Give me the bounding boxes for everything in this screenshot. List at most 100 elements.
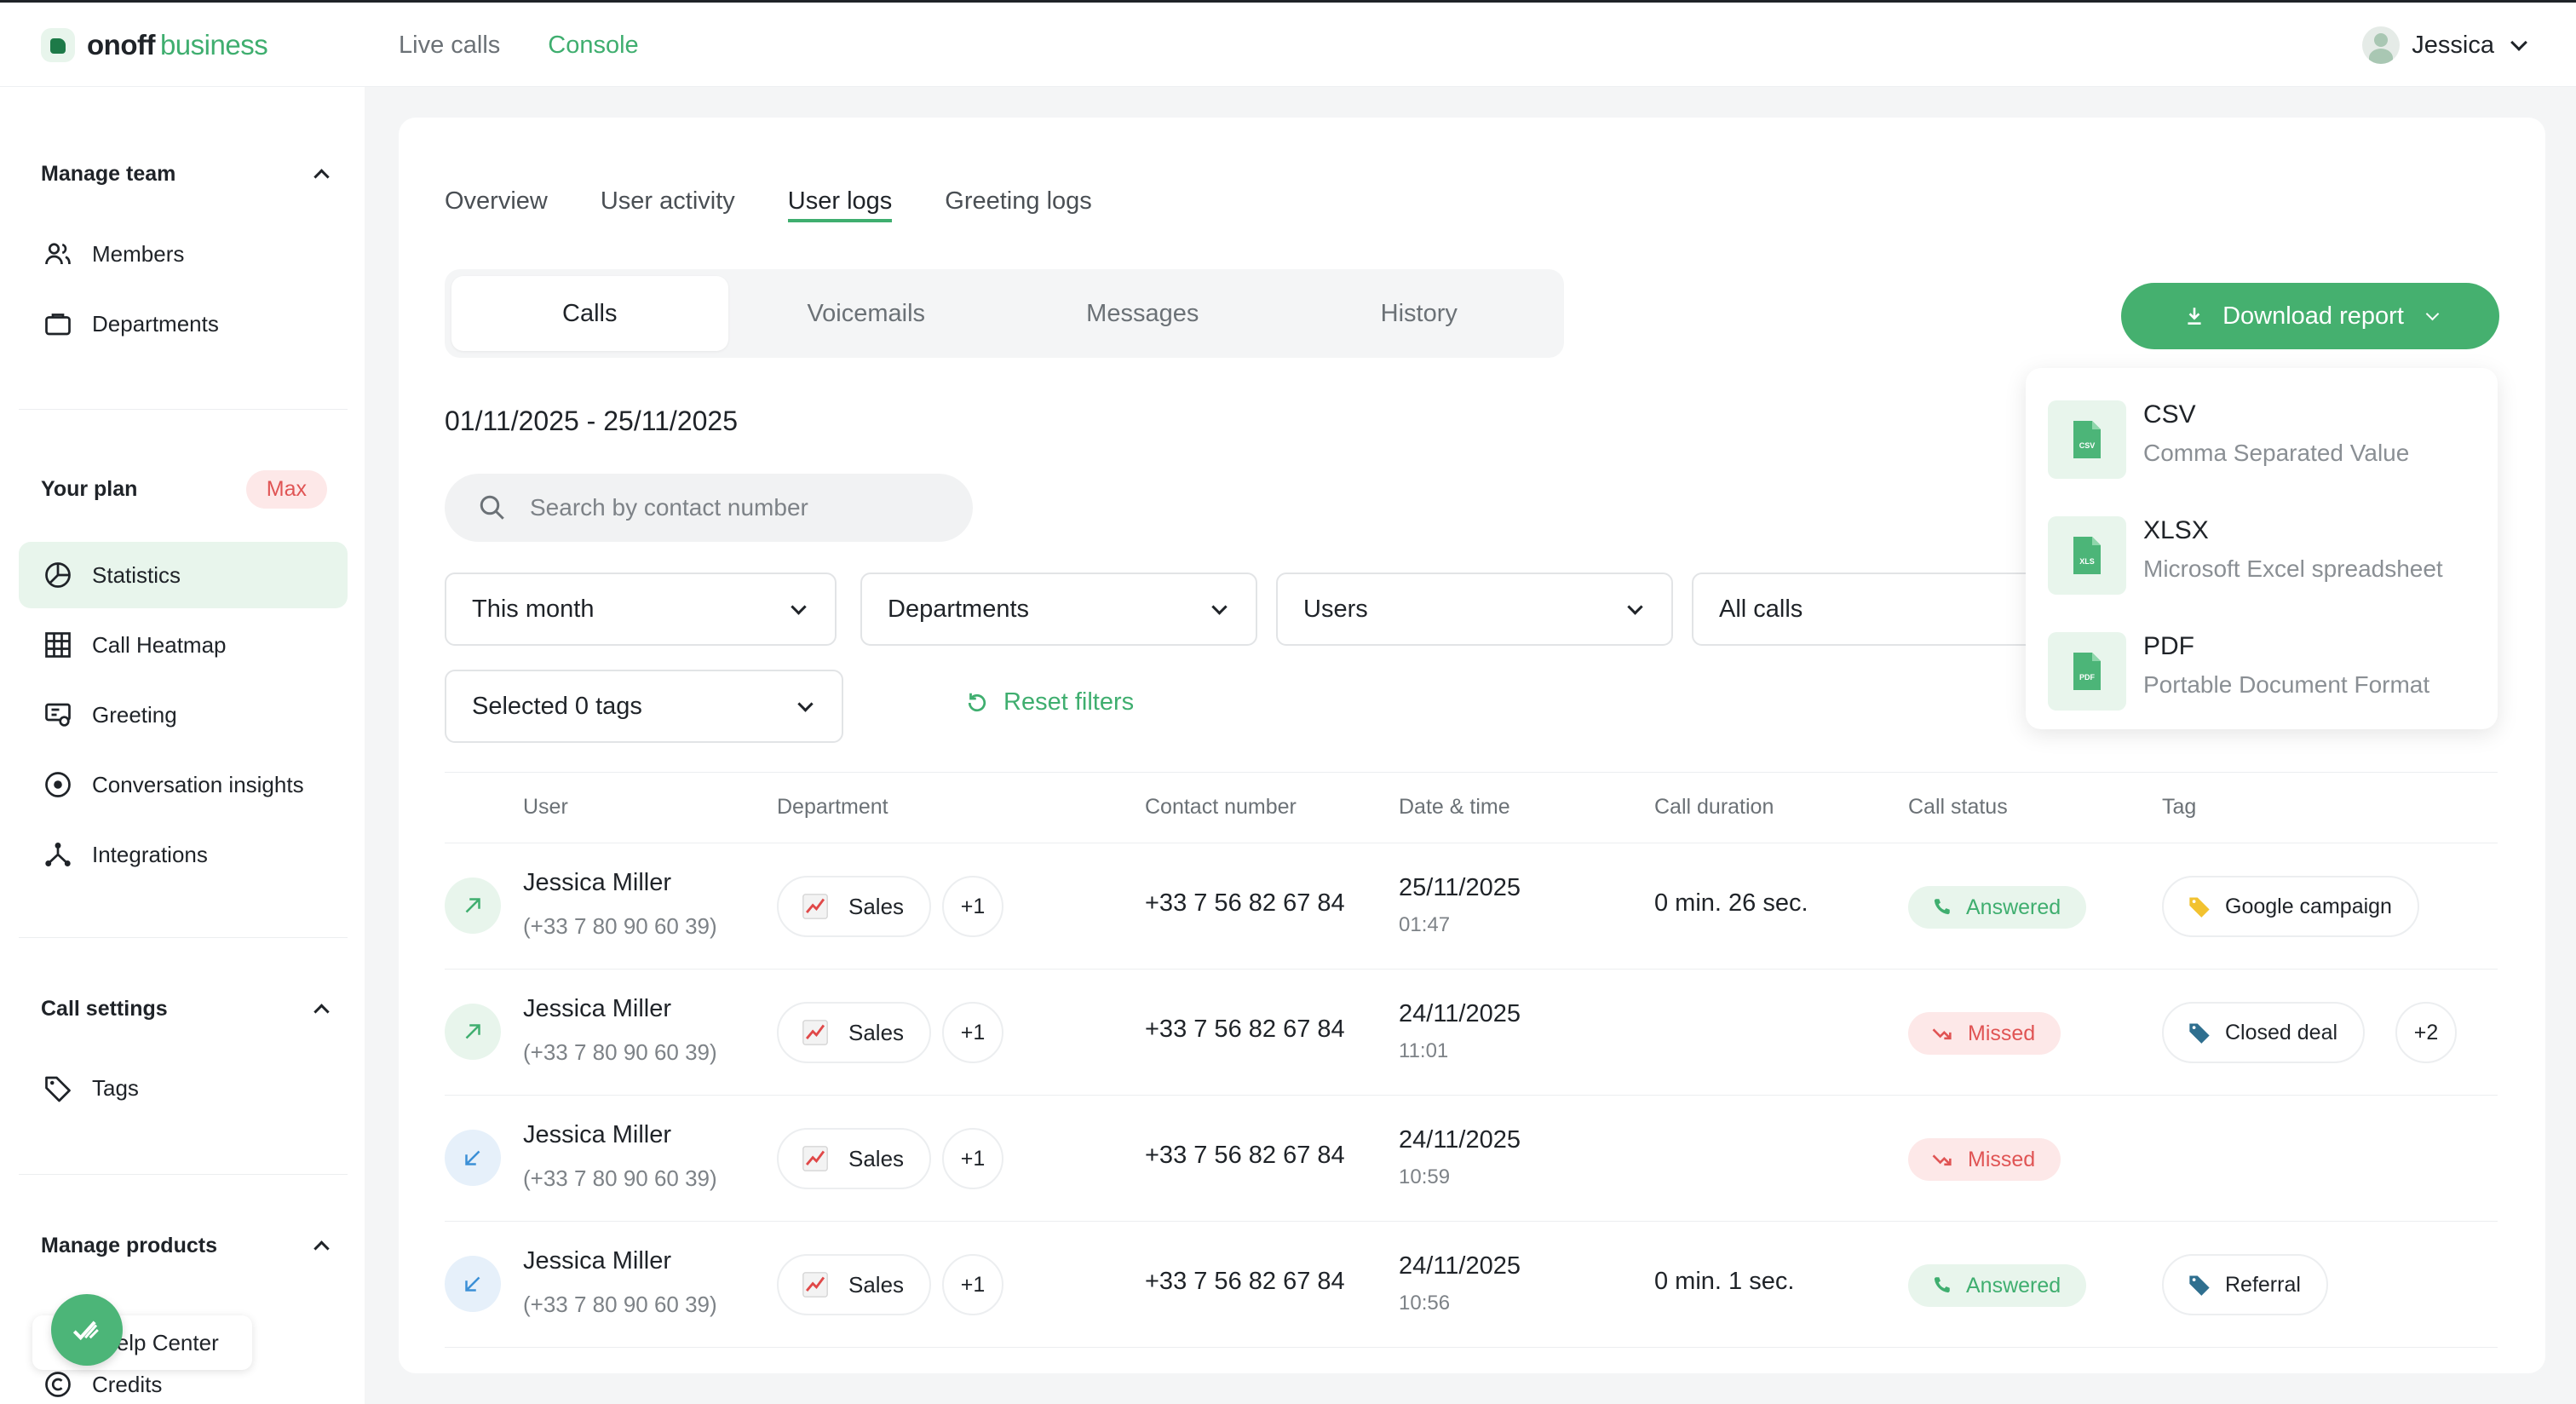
- user-name[interactable]: Jessica Miller: [523, 869, 672, 896]
- sidebar-item-tags[interactable]: Tags: [19, 1055, 348, 1121]
- nav-live-calls[interactable]: Live calls: [399, 32, 501, 59]
- table-row[interactable]: Jessica Miller (+33 7 80 90 60 39) Sales +1…: [445, 1096, 2498, 1222]
- department-more-chip[interactable]: +1: [942, 876, 1003, 937]
- department-more-chip[interactable]: +1: [942, 1254, 1003, 1315]
- tag-chip[interactable]: Referral: [2162, 1254, 2328, 1315]
- column-header-tag[interactable]: Tag: [2162, 795, 2197, 819]
- tab-user-logs[interactable]: User logs: [787, 187, 893, 222]
- menu-item-csv[interactable]: CSV CSV Comma Separated Value: [2048, 392, 2491, 494]
- user-menu[interactable]: Jessica: [2362, 26, 2527, 64]
- sidebar: Manage team Members Departments Your pla…: [0, 87, 365, 1404]
- xlsx-file-icon: XLS: [2048, 516, 2126, 595]
- top-bar: onoff business Live calls Console Jessica: [0, 0, 2576, 87]
- tag-chip[interactable]: Google campaign: [2162, 876, 2419, 937]
- phone-icon: [1934, 1277, 1950, 1293]
- table-row[interactable]: Jessica Miller (+33 7 80 90 60 39) Sales +1…: [445, 970, 2498, 1096]
- user-name[interactable]: Jessica Miller: [523, 1247, 672, 1275]
- divider: [19, 937, 348, 938]
- table-row[interactable]: Jessica Miller (+33 7 80 90 60 39) Sales +1…: [445, 1222, 2498, 1348]
- table-row[interactable]: Jessica Miller (+33 7 80 90 60 39) Sales +1…: [445, 843, 2498, 970]
- sidebar-item-label: Tags: [92, 1074, 139, 1101]
- download-report-button[interactable]: Download report: [2121, 283, 2499, 349]
- contact-number[interactable]: +33 7 56 82 67 84: [1145, 1268, 1345, 1295]
- column-header-department[interactable]: Department: [777, 795, 888, 819]
- segment-calls[interactable]: Calls: [451, 276, 728, 351]
- call-time: 10:59: [1399, 1165, 1451, 1188]
- chevron-up-icon[interactable]: [313, 1004, 330, 1020]
- sidebar-item-credits[interactable]: Credits: [19, 1360, 348, 1404]
- tag-icon: [2189, 1023, 2210, 1044]
- sidebar-item-departments[interactable]: Departments: [19, 291, 348, 357]
- section-manage-team[interactable]: Manage team: [41, 162, 330, 187]
- tag-chip[interactable]: Closed deal: [2162, 1002, 2366, 1063]
- period-filter[interactable]: This month: [445, 573, 837, 646]
- menu-item-pdf[interactable]: PDF PDF Portable Document Format: [2048, 624, 2491, 726]
- department-chip: Sales: [777, 876, 932, 937]
- column-header-duration[interactable]: Call duration: [1654, 795, 1774, 819]
- user-name[interactable]: Jessica Miller: [523, 995, 672, 1022]
- column-header-user[interactable]: User: [523, 795, 568, 819]
- brand-name-light: business: [159, 29, 268, 60]
- segment-voicemails[interactable]: Voicemails: [807, 299, 926, 327]
- avatar: [2362, 26, 2401, 64]
- brand-logo[interactable]: onoff business: [41, 28, 268, 62]
- tag-more-chip[interactable]: +2: [2395, 1002, 2457, 1063]
- search-input[interactable]: [530, 494, 939, 521]
- column-header-contact[interactable]: Contact number: [1145, 795, 1297, 819]
- menu-item-description: Portable Document Format: [2143, 671, 2430, 698]
- contact-number[interactable]: +33 7 56 82 67 84: [1145, 1016, 1345, 1043]
- divider: [19, 409, 348, 410]
- chevron-up-icon[interactable]: [313, 1240, 330, 1257]
- tab-overview[interactable]: Overview: [445, 187, 548, 215]
- tab-greeting-logs[interactable]: Greeting logs: [945, 187, 1092, 215]
- department-chip: Sales: [777, 1254, 932, 1315]
- sidebar-item-conversation-insights[interactable]: Conversation insights: [19, 751, 348, 818]
- log-type-switcher: Calls Voicemails Messages History: [445, 269, 1564, 358]
- sidebar-item-label: Call Heatmap: [92, 631, 227, 658]
- target-icon: [45, 772, 71, 797]
- user-name[interactable]: Jessica Miller: [523, 1121, 672, 1148]
- department-more-chip[interactable]: +1: [942, 1002, 1003, 1063]
- users-filter[interactable]: Users: [1276, 573, 1673, 646]
- sidebar-item-greeting[interactable]: Greeting: [19, 682, 348, 748]
- section-manage-products[interactable]: Manage products: [41, 1234, 330, 1258]
- csv-file-icon: CSV: [2048, 400, 2126, 479]
- section-title: Your plan: [41, 477, 138, 501]
- tag-label: Referral: [2225, 1272, 2301, 1297]
- tab-user-activity[interactable]: User activity: [600, 187, 735, 215]
- column-header-status[interactable]: Call status: [1908, 795, 2008, 819]
- sidebar-item-label: Departments: [92, 310, 219, 337]
- date-range: 01/11/2025 - 25/11/2025: [445, 406, 738, 436]
- menu-item-description: Comma Separated Value: [2143, 440, 2410, 466]
- departments-filter-value: Departments: [888, 595, 1030, 623]
- view-tabs: Overview User activity User logs Greetin…: [445, 187, 1092, 222]
- sidebar-item-integrations[interactable]: Integrations: [19, 821, 348, 888]
- tags-filter[interactable]: Selected 0 tags: [445, 670, 843, 743]
- reset-filters-label: Reset filters: [1003, 688, 1135, 716]
- department-more-chip[interactable]: +1: [942, 1128, 1003, 1189]
- chevron-up-icon[interactable]: [313, 169, 330, 185]
- column-header-date[interactable]: Date & time: [1399, 795, 1510, 819]
- departments-filter[interactable]: Departments: [860, 573, 1257, 646]
- segment-history[interactable]: History: [1380, 299, 1458, 327]
- segment-messages[interactable]: Messages: [1086, 299, 1199, 327]
- call-direction-badge: [445, 1256, 501, 1312]
- contact-number[interactable]: +33 7 56 82 67 84: [1145, 889, 1345, 917]
- help-fab-button[interactable]: [51, 1294, 123, 1366]
- sidebar-item-call-heatmap[interactable]: Call Heatmap: [19, 612, 348, 678]
- chevron-down-icon: [2425, 307, 2440, 320]
- user-phone: (+33 7 80 90 60 39): [523, 1292, 717, 1317]
- sidebar-item-statistics[interactable]: Statistics: [19, 542, 348, 608]
- section-call-settings[interactable]: Call settings: [41, 997, 330, 1021]
- tag-icon: [2189, 897, 2210, 918]
- contact-number[interactable]: +33 7 56 82 67 84: [1145, 1142, 1345, 1169]
- chevron-down-icon: [2510, 34, 2527, 51]
- sidebar-item-label: Credits: [92, 1371, 163, 1397]
- call-duration: 0 min. 1 sec.: [1654, 1268, 1795, 1295]
- reset-filters-button[interactable]: Reset filters: [964, 688, 1134, 716]
- nav-console[interactable]: Console: [548, 32, 639, 59]
- section-your-plan: Your plan Max: [41, 470, 327, 509]
- greeting-icon: [45, 703, 71, 727]
- sidebar-item-members[interactable]: Members: [19, 221, 348, 287]
- menu-item-xlsx[interactable]: XLS XLSX Microsoft Excel spreadsheet: [2048, 508, 2491, 610]
